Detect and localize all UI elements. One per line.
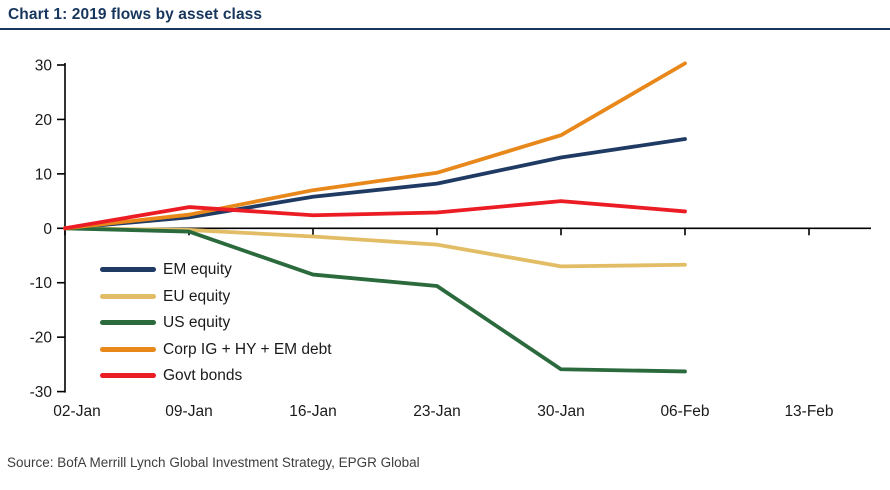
legend-item-corp-debt: Corp IG + HY + EM debt xyxy=(100,341,332,358)
series-line-govt-bonds xyxy=(63,199,687,231)
series-line-corp-ig-hy-em-debt xyxy=(63,61,687,231)
legend-label: Corp IG + HY + EM debt xyxy=(163,340,332,358)
legend-item-us-equity: US equity xyxy=(100,314,332,331)
x-tick-label: 23-Jan xyxy=(413,403,460,420)
series-line-us-equity xyxy=(63,226,687,374)
y-tick-label: 0 xyxy=(43,221,52,238)
legend-item-eu-equity: EU equity xyxy=(100,288,332,305)
legend-item-govt-bonds: Govt bonds xyxy=(100,367,332,384)
legend-label: US equity xyxy=(163,314,231,331)
y-tick-label: 10 xyxy=(35,166,53,183)
x-tick-label: 09-Jan xyxy=(165,403,212,420)
us-equity-swatch-icon xyxy=(100,320,156,325)
y-tick-label: 20 xyxy=(35,112,53,129)
eu-equity-swatch-icon xyxy=(100,293,156,299)
x-tick-label: 02-Jan xyxy=(53,403,100,420)
x-tick-label: 16-Jan xyxy=(289,403,336,420)
govt-bonds-swatch-icon xyxy=(100,373,156,378)
em-equity-swatch-icon xyxy=(100,267,156,272)
plot-area: 30 20 10 0 -10 -20 -30 02-Jan 09-Jan 16-Jan 23-Jan… xyxy=(0,30,890,442)
legend-label: EM equity xyxy=(163,261,232,278)
y-tick-label: 30 xyxy=(35,58,53,75)
y-tick-label: -10 xyxy=(30,275,53,292)
chart-title: Chart 1: 2019 flows by asset class xyxy=(8,6,263,23)
x-tick-label: 30-Jan xyxy=(537,403,584,420)
x-tick-label: 13-Feb xyxy=(784,403,833,420)
legend: EM equity EU equity US equity Corp IG + … xyxy=(100,261,332,384)
y-tick-label: -20 xyxy=(30,330,53,347)
legend-item-em-equity: EM equity xyxy=(100,261,332,278)
x-tick-label: 06-Feb xyxy=(660,403,709,420)
series-line-em-equity xyxy=(63,137,687,231)
legend-label: Govt bonds xyxy=(163,367,243,384)
legend-label: EU equity xyxy=(163,287,231,305)
y-tick-label: -30 xyxy=(30,384,53,401)
source-note: Source: BofA Merrill Lynch Global Invest… xyxy=(7,455,420,470)
title-bar: Chart 1: 2019 flows by asset class xyxy=(0,0,890,30)
corp-debt-swatch-icon xyxy=(100,346,156,352)
